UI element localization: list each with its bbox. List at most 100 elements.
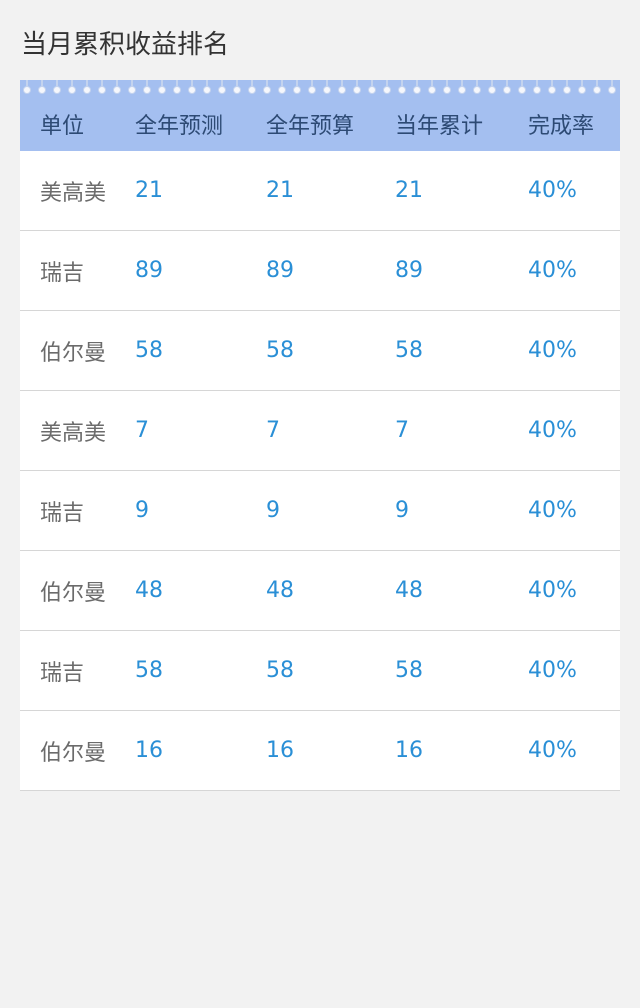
cell-rate: 40% — [528, 498, 577, 523]
cell-budget: 58 — [266, 658, 294, 683]
binding-ring — [548, 86, 556, 94]
header-annual-budget: 全年预算 — [266, 114, 355, 139]
binding-ring — [173, 86, 181, 94]
ranking-table: 单位 全年预测 全年预算 当年累计 完成率 美高美 21 21 21 40% 瑞… — [20, 80, 620, 791]
table-row: 伯尔曼 16 16 16 40% — [20, 710, 620, 790]
binding-ring — [608, 86, 616, 94]
cell-unit: 瑞吉 — [40, 660, 85, 686]
binding-ring — [323, 86, 331, 94]
binding-ring — [308, 86, 316, 94]
binding-ring — [488, 86, 496, 94]
cell-unit: 伯尔曼 — [40, 580, 107, 606]
binding-ring — [383, 86, 391, 94]
cell-budget: 7 — [266, 418, 280, 443]
cell-budget: 21 — [266, 178, 294, 203]
binding-ring — [68, 86, 76, 94]
binding-ring — [368, 86, 376, 94]
table-row: 瑞吉 89 89 89 40% — [20, 230, 620, 310]
binding-ring — [188, 86, 196, 94]
binding-ring — [533, 86, 541, 94]
binding-ring — [233, 86, 241, 94]
binding-ring — [353, 86, 361, 94]
binding-ring — [143, 86, 151, 94]
cell-cumulative: 58 — [395, 658, 423, 683]
cell-rate: 40% — [528, 578, 577, 603]
cell-unit: 瑞吉 — [40, 500, 85, 526]
cell-rate: 40% — [528, 338, 577, 363]
binding-ring — [398, 86, 406, 94]
cell-rate: 40% — [528, 418, 577, 443]
header-year-cumulative: 当年累计 — [395, 114, 484, 139]
cell-forecast: 89 — [135, 258, 163, 283]
cell-cumulative: 21 — [395, 178, 423, 203]
binding-ring — [248, 86, 256, 94]
binding-ring — [83, 86, 91, 94]
cell-unit: 瑞吉 — [40, 260, 85, 286]
cell-forecast: 21 — [135, 178, 163, 203]
cell-budget: 89 — [266, 258, 294, 283]
binding-ring — [278, 86, 286, 94]
binding-ring — [593, 86, 601, 94]
header-row: 单位 全年预测 全年预算 当年累计 完成率 — [20, 104, 620, 144]
binding-ring — [338, 86, 346, 94]
cell-budget: 9 — [266, 498, 280, 523]
table-row: 瑞吉 58 58 58 40% — [20, 630, 620, 710]
binding-ring — [203, 86, 211, 94]
cell-forecast: 9 — [135, 498, 149, 523]
cell-cumulative: 89 — [395, 258, 423, 283]
binding-ring — [53, 86, 61, 94]
cell-rate: 40% — [528, 658, 577, 683]
binding-ring — [578, 86, 586, 94]
binding-ring — [293, 86, 301, 94]
binding-ring — [458, 86, 466, 94]
cell-cumulative: 58 — [395, 338, 423, 363]
table-row: 瑞吉 9 9 9 40% — [20, 470, 620, 550]
table-body: 美高美 21 21 21 40% 瑞吉 89 89 89 40% 伯尔曼 58 … — [20, 151, 620, 790]
binding-ring — [503, 86, 511, 94]
binding-ring — [428, 86, 436, 94]
binding-ring — [158, 86, 166, 94]
cell-forecast: 7 — [135, 418, 149, 443]
table-header: 单位 全年预测 全年预算 当年累计 完成率 — [20, 80, 620, 151]
binding-ring — [38, 86, 46, 94]
cell-unit: 美高美 — [40, 180, 107, 206]
cell-rate: 40% — [528, 178, 577, 203]
cell-budget: 48 — [266, 578, 294, 603]
binding-ring — [113, 86, 121, 94]
cell-unit: 伯尔曼 — [40, 740, 107, 766]
table-row: 伯尔曼 48 48 48 40% — [20, 550, 620, 630]
header-completion-rate: 完成率 — [528, 114, 595, 139]
cell-unit: 美高美 — [40, 420, 107, 446]
binding-ring — [218, 86, 226, 94]
page-title: 当月累积收益排名 — [21, 30, 230, 60]
binding-ring — [413, 86, 421, 94]
header-unit: 单位 — [40, 114, 85, 139]
cell-rate: 40% — [528, 258, 577, 283]
binding-ring — [23, 86, 31, 94]
table-row: 美高美 21 21 21 40% — [20, 151, 620, 230]
spiral-binding-decoration — [23, 80, 616, 94]
binding-ring — [443, 86, 451, 94]
cell-rate: 40% — [528, 738, 577, 763]
binding-ring — [518, 86, 526, 94]
binding-ring — [473, 86, 481, 94]
cell-budget: 58 — [266, 338, 294, 363]
binding-ring — [263, 86, 271, 94]
cell-forecast: 58 — [135, 338, 163, 363]
header-annual-forecast: 全年预测 — [135, 114, 224, 139]
cell-forecast: 48 — [135, 578, 163, 603]
binding-ring — [563, 86, 571, 94]
cell-cumulative: 48 — [395, 578, 423, 603]
cell-cumulative: 16 — [395, 738, 423, 763]
binding-ring — [128, 86, 136, 94]
cell-budget: 16 — [266, 738, 294, 763]
table-row: 伯尔曼 58 58 58 40% — [20, 310, 620, 390]
table-row: 美高美 7 7 7 40% — [20, 390, 620, 470]
cell-forecast: 58 — [135, 658, 163, 683]
cell-cumulative: 9 — [395, 498, 409, 523]
cell-forecast: 16 — [135, 738, 163, 763]
binding-ring — [98, 86, 106, 94]
cell-cumulative: 7 — [395, 418, 409, 443]
cell-unit: 伯尔曼 — [40, 340, 107, 366]
